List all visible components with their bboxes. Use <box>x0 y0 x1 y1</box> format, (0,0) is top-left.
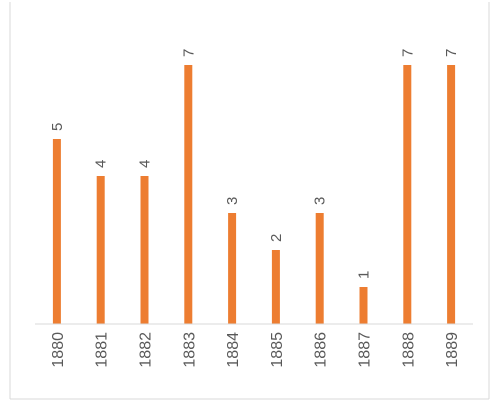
x-tick-label-1880: 1880 <box>50 332 67 368</box>
x-tick-label-1885: 1885 <box>269 332 286 368</box>
data-label-1887: 1 <box>356 271 373 279</box>
bar-1885 <box>271 250 280 324</box>
x-tick-label-1884: 1884 <box>225 332 242 368</box>
x-tick-labels-group: 1880 1881 1882 1883 1884 1885 1886 1887 1888 1889 <box>50 332 461 368</box>
bar-1887 <box>359 287 368 324</box>
x-tick-label-1889: 1889 <box>444 332 461 368</box>
chart-border <box>9 2 490 400</box>
x-tick-label-1888: 1888 <box>400 332 417 368</box>
x-tick-label-1882: 1882 <box>138 332 155 368</box>
x-tick-label-1883: 1883 <box>181 332 198 368</box>
bar-1886 <box>315 213 324 324</box>
data-label-1885: 2 <box>268 234 285 242</box>
x-tick-label-1886: 1886 <box>313 332 330 368</box>
bar-1881 <box>96 176 105 324</box>
data-label-1889: 7 <box>443 49 460 57</box>
bar-1883 <box>184 65 193 324</box>
data-label-1881: 4 <box>93 160 110 168</box>
data-label-1886: 3 <box>312 197 329 205</box>
data-labels-group: 5 4 4 7 3 2 3 1 7 7 <box>49 49 460 279</box>
bar-1889 <box>447 65 456 324</box>
bars-group <box>52 65 456 324</box>
bar-1888 <box>403 65 412 324</box>
data-label-1882: 4 <box>137 160 154 168</box>
data-label-1883: 7 <box>180 49 197 57</box>
bar-1882 <box>140 176 149 324</box>
data-label-1884: 3 <box>224 197 241 205</box>
x-tick-label-1887: 1887 <box>357 332 374 368</box>
data-label-1880: 5 <box>49 123 66 131</box>
data-label-1888: 7 <box>399 49 416 57</box>
bar-1884 <box>228 213 237 324</box>
x-tick-label-1881: 1881 <box>94 332 111 368</box>
bar-1880 <box>52 139 61 324</box>
